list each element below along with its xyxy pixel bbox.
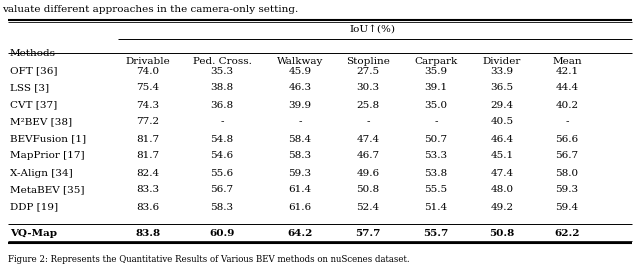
Text: 54.8: 54.8 bbox=[211, 134, 234, 144]
Text: 36.5: 36.5 bbox=[490, 83, 513, 92]
Text: Ped. Cross.: Ped. Cross. bbox=[193, 57, 252, 66]
Text: 60.9: 60.9 bbox=[209, 228, 235, 237]
Text: M²BEV [38]: M²BEV [38] bbox=[10, 118, 72, 127]
Text: 62.2: 62.2 bbox=[554, 228, 580, 237]
Text: 51.4: 51.4 bbox=[424, 202, 447, 211]
Text: 49.6: 49.6 bbox=[356, 169, 380, 178]
Text: 42.1: 42.1 bbox=[556, 66, 579, 76]
Text: -: - bbox=[565, 118, 569, 127]
Text: VQ-Map: VQ-Map bbox=[10, 228, 57, 237]
Text: 61.6: 61.6 bbox=[289, 202, 312, 211]
Text: 81.7: 81.7 bbox=[136, 134, 159, 144]
Text: Methods: Methods bbox=[10, 49, 56, 57]
Text: 58.3: 58.3 bbox=[211, 202, 234, 211]
Text: 74.3: 74.3 bbox=[136, 101, 159, 109]
Text: CVT [37]: CVT [37] bbox=[10, 101, 57, 109]
Text: 46.3: 46.3 bbox=[289, 83, 312, 92]
Text: 52.4: 52.4 bbox=[356, 202, 380, 211]
Text: 39.1: 39.1 bbox=[424, 83, 447, 92]
Text: BEVFusion [1]: BEVFusion [1] bbox=[10, 134, 86, 144]
Text: 50.8: 50.8 bbox=[356, 186, 380, 195]
Text: OFT [36]: OFT [36] bbox=[10, 66, 58, 76]
Text: 35.3: 35.3 bbox=[211, 66, 234, 76]
Text: 54.6: 54.6 bbox=[211, 151, 234, 160]
Text: MetaBEV [35]: MetaBEV [35] bbox=[10, 186, 84, 195]
Text: Mean: Mean bbox=[552, 57, 582, 66]
Text: 55.6: 55.6 bbox=[211, 169, 234, 178]
Text: 64.2: 64.2 bbox=[287, 228, 313, 237]
Text: 45.1: 45.1 bbox=[490, 151, 513, 160]
Text: 59.4: 59.4 bbox=[556, 202, 579, 211]
Text: 82.4: 82.4 bbox=[136, 169, 159, 178]
Text: -: - bbox=[298, 118, 301, 127]
Text: 61.4: 61.4 bbox=[289, 186, 312, 195]
Text: LSS [3]: LSS [3] bbox=[10, 83, 49, 92]
Text: 30.3: 30.3 bbox=[356, 83, 380, 92]
Text: 48.0: 48.0 bbox=[490, 186, 513, 195]
Text: Drivable: Drivable bbox=[125, 57, 170, 66]
Text: 56.7: 56.7 bbox=[556, 151, 579, 160]
Text: 50.8: 50.8 bbox=[490, 228, 515, 237]
Text: -: - bbox=[366, 118, 370, 127]
Text: 58.0: 58.0 bbox=[556, 169, 579, 178]
Text: 59.3: 59.3 bbox=[556, 186, 579, 195]
Text: 58.3: 58.3 bbox=[289, 151, 312, 160]
Text: DDP [19]: DDP [19] bbox=[10, 202, 58, 211]
Text: 53.8: 53.8 bbox=[424, 169, 447, 178]
Text: 40.5: 40.5 bbox=[490, 118, 513, 127]
Text: -: - bbox=[220, 118, 224, 127]
Text: 74.0: 74.0 bbox=[136, 66, 159, 76]
Text: 45.9: 45.9 bbox=[289, 66, 312, 76]
Text: 46.7: 46.7 bbox=[356, 151, 380, 160]
Text: Figure 2: Represents the Quantitative Results of Various BEV methods on nuScenes: Figure 2: Represents the Quantitative Re… bbox=[8, 254, 410, 263]
Text: 81.7: 81.7 bbox=[136, 151, 159, 160]
Text: Carpark: Carpark bbox=[414, 57, 458, 66]
Text: 57.7: 57.7 bbox=[355, 228, 381, 237]
Text: 47.4: 47.4 bbox=[490, 169, 513, 178]
Text: X-Align [34]: X-Align [34] bbox=[10, 169, 73, 178]
Text: 55.7: 55.7 bbox=[424, 228, 449, 237]
Text: 59.3: 59.3 bbox=[289, 169, 312, 178]
Text: 47.4: 47.4 bbox=[356, 134, 380, 144]
Text: 46.4: 46.4 bbox=[490, 134, 513, 144]
Text: -: - bbox=[435, 118, 438, 127]
Text: 35.9: 35.9 bbox=[424, 66, 447, 76]
Text: IoU↑(%): IoU↑(%) bbox=[349, 24, 396, 34]
Text: 25.8: 25.8 bbox=[356, 101, 380, 109]
Text: 35.0: 35.0 bbox=[424, 101, 447, 109]
Text: 56.7: 56.7 bbox=[211, 186, 234, 195]
Text: MapPrior [17]: MapPrior [17] bbox=[10, 151, 84, 160]
Text: 77.2: 77.2 bbox=[136, 118, 159, 127]
Text: 50.7: 50.7 bbox=[424, 134, 447, 144]
Text: 83.8: 83.8 bbox=[136, 228, 161, 237]
Text: 55.5: 55.5 bbox=[424, 186, 447, 195]
Text: 38.8: 38.8 bbox=[211, 83, 234, 92]
Text: 36.8: 36.8 bbox=[211, 101, 234, 109]
Text: 53.3: 53.3 bbox=[424, 151, 447, 160]
Text: 39.9: 39.9 bbox=[289, 101, 312, 109]
Text: valuate different approaches in the camera-only setting.: valuate different approaches in the came… bbox=[2, 5, 298, 14]
Text: 56.6: 56.6 bbox=[556, 134, 579, 144]
Text: 40.2: 40.2 bbox=[556, 101, 579, 109]
Text: 75.4: 75.4 bbox=[136, 83, 159, 92]
Text: 33.9: 33.9 bbox=[490, 66, 513, 76]
Text: Walkway: Walkway bbox=[277, 57, 323, 66]
Text: 49.2: 49.2 bbox=[490, 202, 513, 211]
Text: 58.4: 58.4 bbox=[289, 134, 312, 144]
Text: Stopline: Stopline bbox=[346, 57, 390, 66]
Text: 29.4: 29.4 bbox=[490, 101, 513, 109]
Text: 83.6: 83.6 bbox=[136, 202, 159, 211]
Text: 83.3: 83.3 bbox=[136, 186, 159, 195]
Text: 27.5: 27.5 bbox=[356, 66, 380, 76]
Text: 44.4: 44.4 bbox=[556, 83, 579, 92]
Text: Divider: Divider bbox=[483, 57, 521, 66]
